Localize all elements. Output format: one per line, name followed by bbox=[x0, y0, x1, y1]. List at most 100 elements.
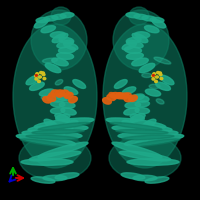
Ellipse shape bbox=[109, 136, 181, 180]
Ellipse shape bbox=[69, 96, 77, 103]
Ellipse shape bbox=[152, 75, 154, 77]
Ellipse shape bbox=[30, 82, 44, 90]
Ellipse shape bbox=[129, 7, 149, 25]
Ellipse shape bbox=[54, 131, 65, 136]
Ellipse shape bbox=[152, 19, 166, 28]
Ellipse shape bbox=[126, 37, 141, 44]
Ellipse shape bbox=[126, 53, 143, 59]
Ellipse shape bbox=[160, 78, 163, 80]
Ellipse shape bbox=[64, 87, 78, 95]
Ellipse shape bbox=[127, 159, 179, 165]
Ellipse shape bbox=[64, 120, 78, 128]
Ellipse shape bbox=[142, 119, 156, 129]
Ellipse shape bbox=[51, 90, 60, 96]
Ellipse shape bbox=[133, 96, 149, 102]
Ellipse shape bbox=[124, 108, 139, 115]
Ellipse shape bbox=[40, 72, 42, 74]
Ellipse shape bbox=[64, 124, 73, 130]
Ellipse shape bbox=[114, 80, 127, 88]
Ellipse shape bbox=[127, 40, 143, 48]
Ellipse shape bbox=[60, 90, 69, 96]
Ellipse shape bbox=[49, 93, 55, 97]
Ellipse shape bbox=[125, 47, 141, 53]
Ellipse shape bbox=[122, 42, 136, 50]
Ellipse shape bbox=[130, 114, 145, 122]
Ellipse shape bbox=[56, 114, 70, 121]
Ellipse shape bbox=[132, 58, 148, 66]
Ellipse shape bbox=[55, 173, 79, 179]
Ellipse shape bbox=[44, 16, 58, 21]
Ellipse shape bbox=[55, 80, 63, 85]
Ellipse shape bbox=[159, 72, 161, 74]
Ellipse shape bbox=[152, 78, 155, 80]
Ellipse shape bbox=[124, 96, 133, 102]
Ellipse shape bbox=[42, 72, 44, 74]
Ellipse shape bbox=[36, 73, 39, 75]
Ellipse shape bbox=[156, 76, 158, 78]
Ellipse shape bbox=[37, 129, 45, 135]
Ellipse shape bbox=[52, 14, 66, 19]
Ellipse shape bbox=[122, 120, 136, 128]
Ellipse shape bbox=[44, 119, 58, 129]
Ellipse shape bbox=[56, 94, 70, 101]
Ellipse shape bbox=[60, 13, 74, 18]
Ellipse shape bbox=[38, 142, 88, 158]
Ellipse shape bbox=[57, 93, 63, 97]
Ellipse shape bbox=[134, 14, 148, 19]
Ellipse shape bbox=[64, 92, 73, 99]
Ellipse shape bbox=[107, 94, 116, 101]
Ellipse shape bbox=[45, 63, 61, 73]
Ellipse shape bbox=[59, 37, 74, 44]
Ellipse shape bbox=[133, 175, 157, 181]
Ellipse shape bbox=[41, 96, 53, 101]
Ellipse shape bbox=[125, 102, 141, 108]
Ellipse shape bbox=[126, 13, 140, 18]
Ellipse shape bbox=[47, 95, 56, 101]
Ellipse shape bbox=[155, 80, 157, 82]
Ellipse shape bbox=[160, 75, 174, 85]
Ellipse shape bbox=[43, 78, 46, 80]
Ellipse shape bbox=[156, 82, 170, 90]
Ellipse shape bbox=[103, 24, 187, 168]
Ellipse shape bbox=[50, 108, 65, 114]
Ellipse shape bbox=[112, 142, 162, 158]
Ellipse shape bbox=[43, 97, 51, 103]
Ellipse shape bbox=[118, 130, 178, 139]
Ellipse shape bbox=[124, 134, 184, 146]
Ellipse shape bbox=[28, 125, 88, 133]
Ellipse shape bbox=[35, 75, 37, 76]
Ellipse shape bbox=[51, 96, 67, 102]
Ellipse shape bbox=[122, 87, 136, 95]
Ellipse shape bbox=[26, 135, 78, 140]
Ellipse shape bbox=[130, 94, 144, 101]
Ellipse shape bbox=[35, 75, 37, 77]
Ellipse shape bbox=[130, 114, 144, 121]
Ellipse shape bbox=[20, 139, 72, 147]
Ellipse shape bbox=[35, 78, 38, 80]
Ellipse shape bbox=[111, 92, 120, 99]
Ellipse shape bbox=[39, 76, 41, 78]
Ellipse shape bbox=[34, 118, 94, 128]
Ellipse shape bbox=[135, 101, 149, 107]
Ellipse shape bbox=[156, 99, 164, 104]
Ellipse shape bbox=[65, 93, 71, 97]
Ellipse shape bbox=[31, 10, 87, 70]
Ellipse shape bbox=[51, 7, 71, 25]
Ellipse shape bbox=[145, 89, 161, 96]
Ellipse shape bbox=[19, 136, 91, 180]
Ellipse shape bbox=[52, 33, 68, 43]
Ellipse shape bbox=[55, 114, 70, 122]
Ellipse shape bbox=[51, 101, 65, 107]
Ellipse shape bbox=[42, 73, 45, 76]
Ellipse shape bbox=[145, 135, 160, 139]
Ellipse shape bbox=[13, 24, 97, 168]
Ellipse shape bbox=[116, 93, 124, 99]
Ellipse shape bbox=[59, 102, 75, 108]
Ellipse shape bbox=[29, 151, 81, 161]
Ellipse shape bbox=[39, 89, 55, 96]
Ellipse shape bbox=[149, 84, 160, 89]
Ellipse shape bbox=[34, 19, 48, 28]
Ellipse shape bbox=[153, 73, 156, 75]
Ellipse shape bbox=[109, 93, 115, 97]
Ellipse shape bbox=[38, 122, 90, 130]
